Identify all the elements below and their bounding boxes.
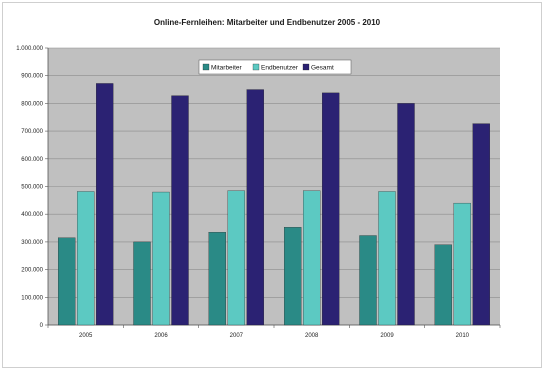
legend-label-endbenutzer: Endbenutzer xyxy=(261,65,299,72)
y-tick-label: 300.000 xyxy=(21,240,43,246)
bar-mitarbeiter-2007 xyxy=(208,232,226,326)
bar-gesamt-2008 xyxy=(322,92,340,326)
x-tick-label: 2005 xyxy=(79,333,93,339)
bar-endbenutzer-2007 xyxy=(227,190,245,326)
bar-mitarbeiter-2005 xyxy=(58,237,76,326)
y-tick-label: 100.000 xyxy=(21,295,43,301)
legend-swatch-endbenutzer xyxy=(252,63,260,71)
legend-label-gesamt: Gesamt xyxy=(311,65,334,72)
y-tick-label: 500.000 xyxy=(21,185,43,191)
bar-endbenutzer-2008 xyxy=(303,190,321,326)
y-tick-label: 700.000 xyxy=(21,129,43,135)
legend-swatch-gesamt xyxy=(302,63,310,71)
bar-endbenutzer-2009 xyxy=(378,191,396,326)
y-tick-label: 600.000 xyxy=(21,157,43,163)
bar-gesamt-2007 xyxy=(246,89,264,326)
legend-label-mitarbeiter: Mitarbeiter xyxy=(211,65,243,72)
y-tick-label: 1.000.000 xyxy=(16,46,43,52)
x-tick-label: 2008 xyxy=(305,333,319,339)
chart-title: Online-Fernleihen: Mitarbeiter und Endbe… xyxy=(154,18,381,27)
bar-gesamt-2010 xyxy=(472,123,490,326)
y-tick-label: 200.000 xyxy=(21,268,43,274)
x-tick-label: 2007 xyxy=(230,333,244,339)
y-tick-label: 0 xyxy=(40,323,44,329)
y-tick-label: 900.000 xyxy=(21,74,43,80)
bar-mitarbeiter-2009 xyxy=(359,235,377,326)
bar-gesamt-2009 xyxy=(397,103,415,326)
y-tick-label: 400.000 xyxy=(21,212,43,218)
bar-mitarbeiter-2008 xyxy=(284,227,302,326)
x-tick-label: 2009 xyxy=(380,333,394,339)
legend xyxy=(198,59,352,75)
bar-endbenutzer-2010 xyxy=(453,202,471,326)
bar-endbenutzer-2005 xyxy=(77,191,95,326)
bar-endbenutzer-2006 xyxy=(152,191,170,326)
bar-gesamt-2005 xyxy=(96,83,114,326)
x-tick-label: 2006 xyxy=(154,333,168,339)
x-tick-label: 2010 xyxy=(456,333,470,339)
y-tick-label: 800.000 xyxy=(21,101,43,107)
bar-mitarbeiter-2010 xyxy=(434,244,452,326)
bar-gesamt-2006 xyxy=(171,95,189,326)
legend-swatch-mitarbeiter xyxy=(202,63,210,71)
bar-chart: Online-Fernleihen: Mitarbeiter und Endbe… xyxy=(16,18,501,339)
bar-mitarbeiter-2006 xyxy=(133,241,151,326)
